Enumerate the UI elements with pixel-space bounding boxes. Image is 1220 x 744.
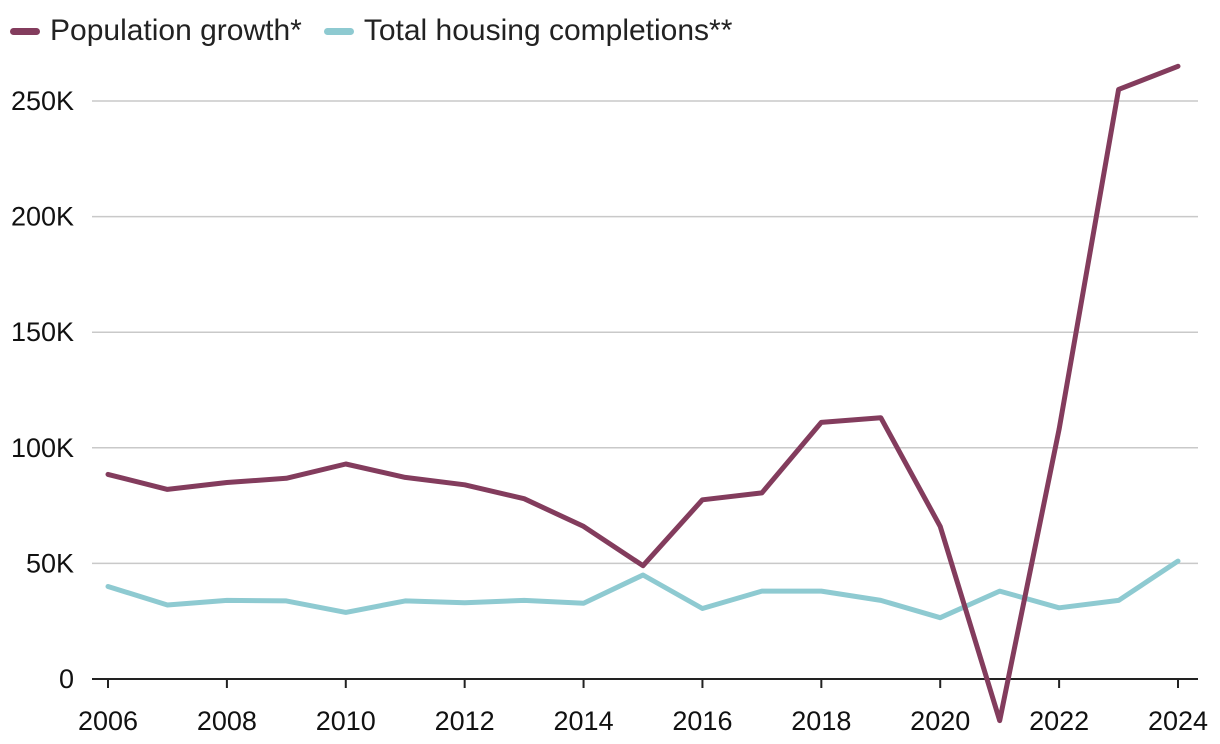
x-tick-label-2016: 2016 bbox=[672, 706, 732, 736]
series-line-housing-completions bbox=[105, 558, 1181, 621]
x-tick-label-2008: 2008 bbox=[197, 706, 257, 736]
x-tick-label-2014: 2014 bbox=[554, 706, 614, 736]
legend-label-housing-completions: Total housing completions** bbox=[363, 14, 733, 47]
y-tick-label-250K: 250K bbox=[11, 86, 74, 116]
legend-swatch-population-growth bbox=[10, 27, 40, 35]
y-tick-label-150K: 150K bbox=[11, 317, 74, 347]
x-tick-label-2018: 2018 bbox=[791, 706, 851, 736]
legend: Population growth* Total housing complet… bbox=[10, 14, 754, 48]
x-tick-label-2010: 2010 bbox=[316, 706, 376, 736]
x-tick-label-2006: 2006 bbox=[78, 706, 138, 736]
y-tick-label-50K: 50K bbox=[26, 548, 74, 578]
y-tick-label-100K: 100K bbox=[11, 433, 74, 463]
x-tick-label-2012: 2012 bbox=[435, 706, 495, 736]
x-tick-label-2022: 2022 bbox=[1029, 706, 1089, 736]
x-tick-label-2024: 2024 bbox=[1148, 706, 1208, 736]
x-tick-label-2020: 2020 bbox=[910, 706, 970, 736]
legend-swatch-housing-completions bbox=[323, 27, 354, 35]
series-line-population-growth bbox=[105, 63, 1181, 724]
y-tick-label-0: 0 bbox=[59, 664, 74, 694]
y-tick-label-200K: 200K bbox=[11, 202, 74, 232]
legend-label-population-growth: Population growth* bbox=[50, 14, 302, 47]
legend-item-population-growth: Population growth* bbox=[10, 14, 302, 48]
legend-item-housing-completions: Total housing completions** bbox=[323, 14, 733, 48]
